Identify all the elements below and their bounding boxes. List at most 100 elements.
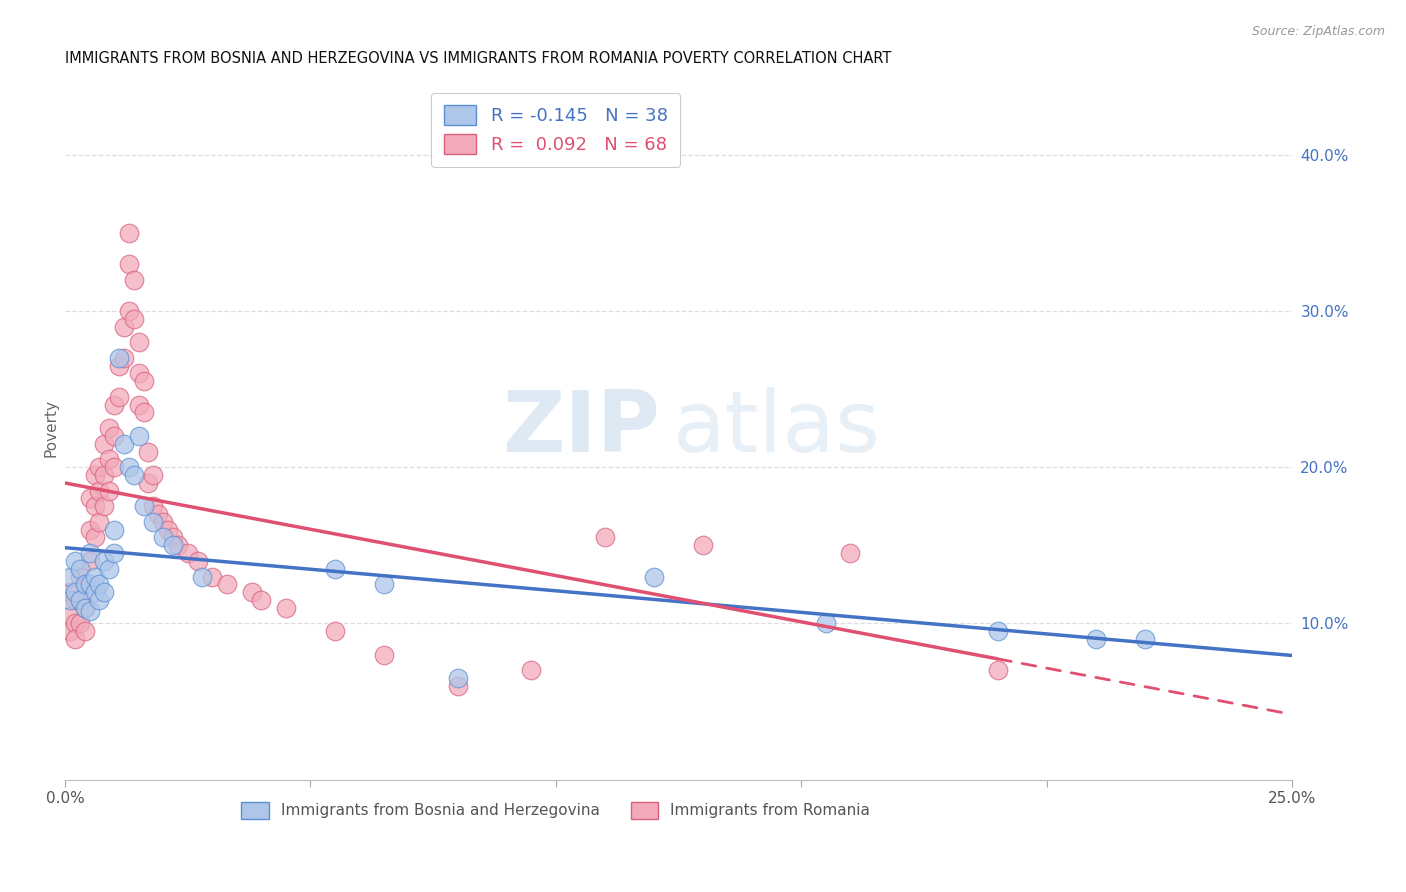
Point bbox=[373, 577, 395, 591]
Point bbox=[447, 679, 470, 693]
Point bbox=[128, 398, 150, 412]
Point bbox=[240, 585, 263, 599]
Point bbox=[89, 483, 111, 498]
Point bbox=[108, 359, 131, 373]
Point bbox=[83, 531, 105, 545]
Point bbox=[89, 593, 111, 607]
Point bbox=[73, 600, 96, 615]
Point bbox=[79, 604, 101, 618]
Point bbox=[79, 577, 101, 591]
Point bbox=[69, 562, 91, 576]
Point bbox=[93, 585, 115, 599]
Point bbox=[132, 499, 155, 513]
Point bbox=[986, 624, 1008, 639]
Text: Source: ZipAtlas.com: Source: ZipAtlas.com bbox=[1251, 25, 1385, 38]
Point bbox=[201, 569, 224, 583]
Point bbox=[108, 351, 131, 365]
Point bbox=[69, 569, 91, 583]
Point bbox=[73, 577, 96, 591]
Point bbox=[142, 515, 165, 529]
Point bbox=[63, 585, 86, 599]
Point bbox=[250, 593, 273, 607]
Point bbox=[103, 546, 125, 560]
Point bbox=[59, 593, 82, 607]
Point bbox=[132, 405, 155, 419]
Point bbox=[93, 467, 115, 482]
Point bbox=[162, 531, 184, 545]
Point bbox=[814, 616, 837, 631]
Point bbox=[142, 467, 165, 482]
Point bbox=[59, 624, 82, 639]
Point bbox=[986, 663, 1008, 677]
Point bbox=[98, 562, 121, 576]
Point bbox=[643, 569, 665, 583]
Legend: Immigrants from Bosnia and Herzegovina, Immigrants from Romania: Immigrants from Bosnia and Herzegovina, … bbox=[235, 796, 876, 825]
Point bbox=[187, 554, 209, 568]
Point bbox=[103, 460, 125, 475]
Point bbox=[128, 335, 150, 350]
Point bbox=[177, 546, 200, 560]
Point bbox=[122, 273, 145, 287]
Point bbox=[152, 515, 174, 529]
Point bbox=[63, 616, 86, 631]
Point bbox=[157, 523, 180, 537]
Point bbox=[118, 304, 141, 318]
Point bbox=[118, 460, 141, 475]
Point bbox=[152, 531, 174, 545]
Point bbox=[112, 351, 135, 365]
Point bbox=[215, 577, 238, 591]
Point bbox=[593, 531, 616, 545]
Point bbox=[83, 585, 105, 599]
Point bbox=[138, 475, 160, 490]
Point bbox=[59, 608, 82, 623]
Point bbox=[59, 569, 82, 583]
Point bbox=[93, 436, 115, 450]
Point bbox=[63, 593, 86, 607]
Text: IMMIGRANTS FROM BOSNIA AND HERZEGOVINA VS IMMIGRANTS FROM ROMANIA POVERTY CORREL: IMMIGRANTS FROM BOSNIA AND HERZEGOVINA V… bbox=[65, 51, 891, 66]
Point bbox=[112, 319, 135, 334]
Point bbox=[73, 600, 96, 615]
Point bbox=[118, 226, 141, 240]
Point bbox=[1133, 632, 1156, 646]
Point bbox=[69, 593, 91, 607]
Point bbox=[274, 600, 297, 615]
Point bbox=[128, 367, 150, 381]
Point bbox=[112, 436, 135, 450]
Point bbox=[323, 624, 346, 639]
Point bbox=[69, 616, 91, 631]
Point bbox=[98, 452, 121, 467]
Point bbox=[1084, 632, 1107, 646]
Point bbox=[128, 429, 150, 443]
Point bbox=[89, 515, 111, 529]
Point bbox=[83, 569, 105, 583]
Point bbox=[79, 546, 101, 560]
Point bbox=[103, 398, 125, 412]
Point bbox=[73, 624, 96, 639]
Point bbox=[103, 429, 125, 443]
Point bbox=[59, 585, 82, 599]
Point bbox=[138, 444, 160, 458]
Point bbox=[73, 577, 96, 591]
Point bbox=[98, 483, 121, 498]
Point bbox=[142, 499, 165, 513]
Point bbox=[63, 554, 86, 568]
Point bbox=[69, 593, 91, 607]
Point bbox=[98, 421, 121, 435]
Text: atlas: atlas bbox=[672, 386, 880, 469]
Point bbox=[323, 562, 346, 576]
Point bbox=[103, 523, 125, 537]
Point bbox=[167, 538, 190, 552]
Point bbox=[63, 632, 86, 646]
Point bbox=[89, 577, 111, 591]
Point bbox=[162, 538, 184, 552]
Point bbox=[122, 311, 145, 326]
Point bbox=[83, 467, 105, 482]
Point bbox=[839, 546, 862, 560]
Point bbox=[191, 569, 214, 583]
Point bbox=[122, 467, 145, 482]
Point bbox=[79, 491, 101, 506]
Point bbox=[447, 671, 470, 685]
Point bbox=[79, 523, 101, 537]
Y-axis label: Poverty: Poverty bbox=[44, 399, 58, 457]
Point bbox=[520, 663, 543, 677]
